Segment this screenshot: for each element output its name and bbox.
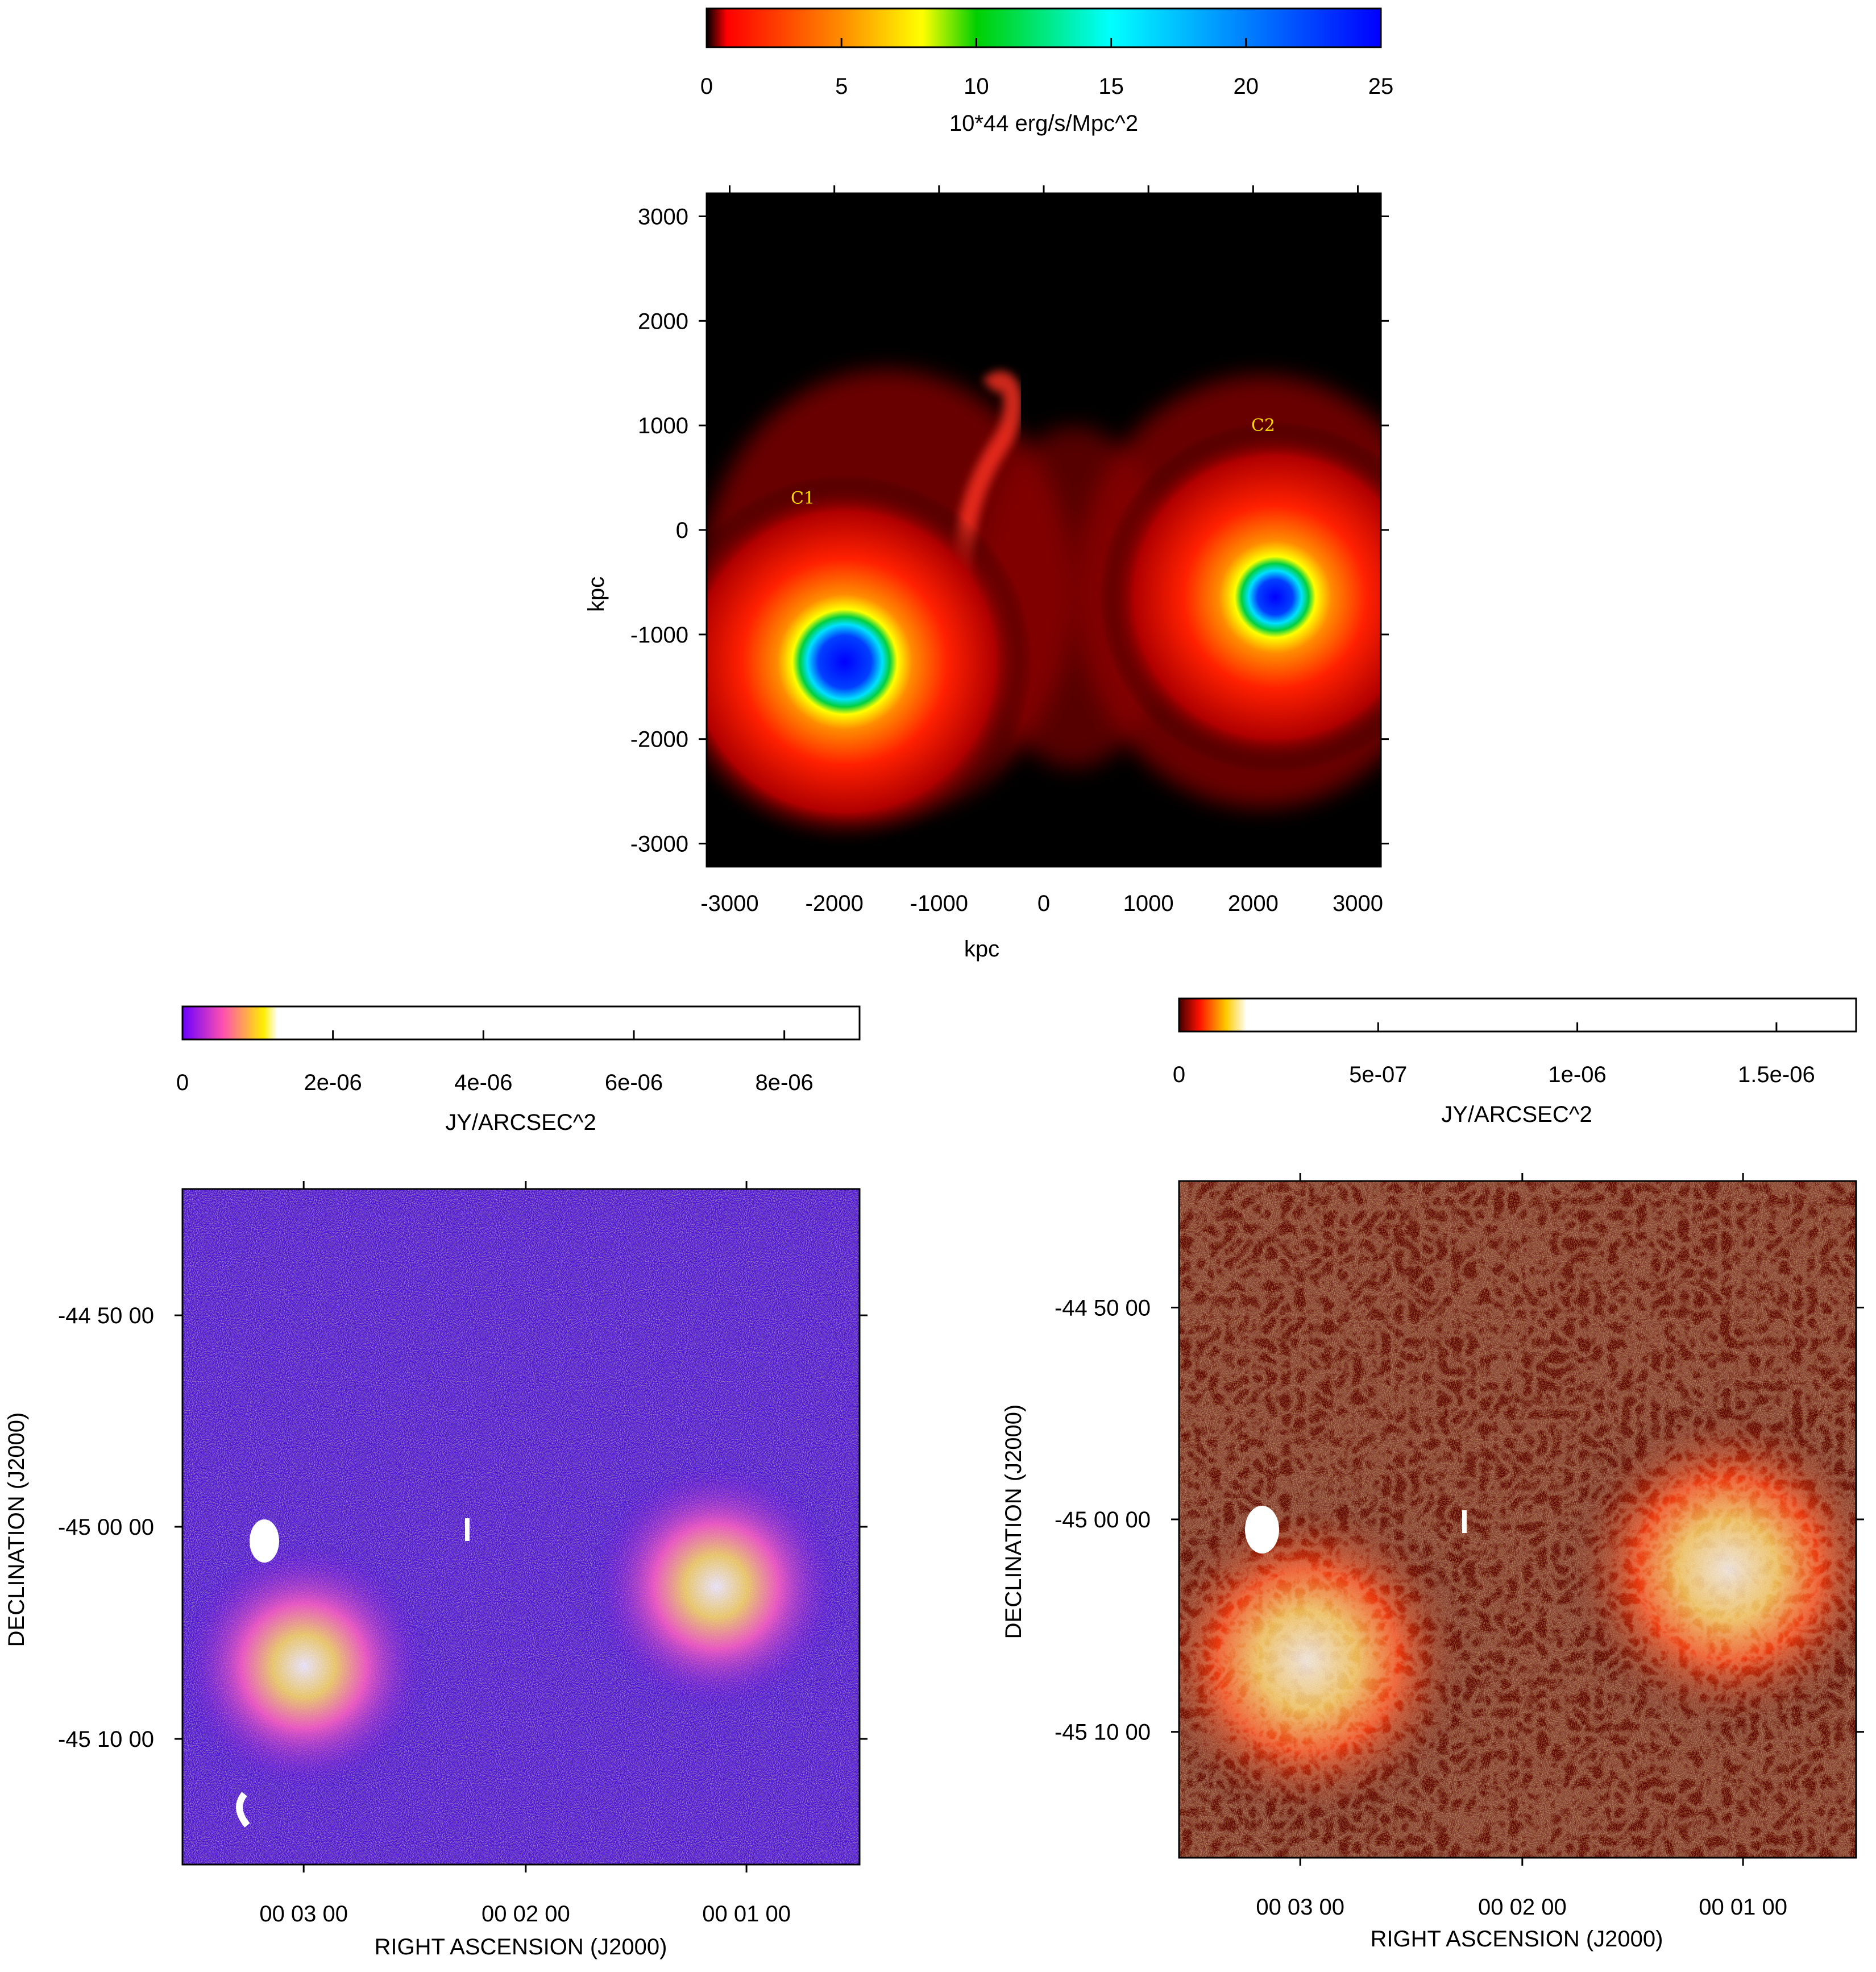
top-colorbar-ticks: 0 5 10 15 20 25 [700, 38, 1393, 99]
top-colorbar-tick-label: 15 [1098, 74, 1124, 99]
bottom-right-axes: 00 03 00 00 02 00 00 01 00 -44 50 00 -45 00 … [1055, 1173, 1864, 1920]
bottom-left-x-axis-label: RIGHT ASCENSION (J2000) [375, 1934, 667, 1959]
top-colorbar-tick-label: 10 [964, 74, 989, 99]
cluster-c1-core [707, 474, 1032, 850]
bottom-left-y-tick-label: -45 10 00 [58, 1727, 154, 1752]
top-x-tick-label: 0 [1037, 891, 1050, 916]
bottom-left-colorbar-tick-label: 0 [176, 1070, 189, 1095]
bottom-left-colorbar-label: JY/ARCSEC^2 [445, 1110, 596, 1135]
top-y-axis-label: kpc [584, 577, 609, 612]
bottom-right-colorbar-tick-label: 5e-07 [1349, 1062, 1407, 1087]
bottom-left-colorbar-tick-label: 8e-06 [756, 1070, 814, 1095]
top-axes: -3000 -2000 -1000 0 1000 2000 3000 3000 2000 1000… [630, 185, 1389, 916]
bottom-left-colorbar-ticks: 0 2e-06 4e-06 6e-06 8e-06 [176, 1030, 814, 1095]
bottom-right-filaments [1179, 1181, 1856, 1858]
annotation-c2: C2 [1251, 416, 1275, 436]
top-colorbar-tick-label: 25 [1368, 74, 1394, 99]
top-colorbar-tick-label: 5 [835, 74, 848, 99]
top-x-axis-label: kpc [964, 937, 999, 962]
bottom-left-y-tick-label: -45 00 00 [58, 1515, 154, 1540]
bottom-right-x-tick-label: 00 03 00 [1256, 1895, 1344, 1920]
top-colorbar-label: 10*44 erg/s/Mpc^2 [949, 111, 1138, 136]
top-y-tick-label: 3000 [638, 204, 688, 229]
top-x-tick-label: -3000 [700, 891, 758, 916]
bottom-right-colorbar: 0 5e-07 1e-06 1.5e-06 JY/ARCSEC^2 [1173, 997, 1857, 1127]
bottom-right-x-tick-label: 00 01 00 [1699, 1895, 1787, 1920]
bottom-left-x-tick-label: 00 03 00 [259, 1901, 348, 1927]
bottom-right-x-axis-label: RIGHT ASCENSION (J2000) [1371, 1927, 1663, 1952]
bottom-right-y-tick-label: -45 00 00 [1055, 1507, 1151, 1532]
top-colorbar-strip [705, 7, 1382, 48]
bottom-right-colorbar-tick-label: 1e-06 [1548, 1062, 1606, 1087]
bottom-right-image: 00 03 00 00 02 00 00 01 00 -44 50 00 -45 00 … [1001, 1173, 1864, 1952]
bottom-left-colorbar-tick-label: 4e-06 [454, 1070, 512, 1095]
top-x-tick-label: -1000 [910, 891, 968, 916]
top-x-tick-label: 3000 [1333, 891, 1383, 916]
bottom-right-y-tick-label: -45 10 00 [1055, 1720, 1151, 1745]
bottom-left-x-tick-label: 00 02 00 [482, 1901, 570, 1927]
top-y-tick-label: 0 [676, 518, 688, 543]
top-colorbar: 0 5 10 15 20 25 10*44 erg/s/Mpc^2 [700, 7, 1393, 136]
bottom-left-halo-west [182, 1541, 429, 1791]
top-y-tick-label: -2000 [630, 727, 688, 752]
bottom-left-colorbar-tick-label: 2e-06 [304, 1070, 362, 1095]
top-image: C1 C2 -3000 -2000 -1000 0 1000 2000 3000 3000 20… [584, 185, 1389, 962]
top-colorbar-tick-label: 20 [1234, 74, 1259, 99]
top-y-tick-label: -3000 [630, 832, 688, 857]
top-y-tick-label: 2000 [638, 309, 688, 334]
bottom-right-point-source [1245, 1506, 1279, 1553]
bottom-left-compact-source [465, 1518, 470, 1541]
bottom-right-colorbar-ticks: 0 5e-07 1e-06 1.5e-06 [1173, 1022, 1815, 1087]
bottom-right-colorbar-tick-label: 1.5e-06 [1738, 1062, 1815, 1087]
bottom-right-colorbar-tick-label: 0 [1173, 1062, 1185, 1087]
bottom-left-image: 00 03 00 00 02 00 00 01 00 -44 50 00 -45 00 … [4, 1181, 868, 1959]
bottom-right-colorbar-strip [1178, 997, 1857, 1033]
annotation-c1: C1 [791, 488, 815, 508]
top-y-tick-label: 1000 [638, 413, 688, 438]
top-x-tick-label: 2000 [1228, 891, 1279, 916]
cluster-c2-core [1099, 421, 1381, 773]
bottom-left-colorbar-tick-label: 6e-06 [605, 1070, 663, 1095]
bottom-right-colorbar-label: JY/ARCSEC^2 [1441, 1102, 1592, 1127]
bottom-left-arc-source [236, 1792, 250, 1828]
bottom-left-point-source [250, 1519, 279, 1563]
top-y-tick-label: -1000 [630, 623, 688, 648]
top-colorbar-tick-label: 0 [700, 74, 713, 99]
bottom-left-x-tick-label: 00 01 00 [702, 1901, 791, 1927]
bottom-left-y-axis-label: DECLINATION (J2000) [4, 1412, 29, 1647]
bottom-right-y-tick-label: -44 50 00 [1055, 1296, 1151, 1321]
bottom-left-colorbar-strip [181, 1005, 861, 1041]
bottom-right-x-tick-label: 00 02 00 [1478, 1895, 1567, 1920]
top-x-tick-label: 1000 [1123, 891, 1174, 916]
bottom-left-y-tick-label: -44 50 00 [58, 1303, 154, 1328]
bottom-left-colorbar: 0 2e-06 4e-06 6e-06 8e-06 JY/ARCSEC^2 [176, 1005, 861, 1135]
top-x-tick-label: -2000 [806, 891, 864, 916]
bottom-right-compact-source [1462, 1510, 1467, 1533]
bottom-left-halo-east [591, 1461, 841, 1712]
bottom-right-y-axis-label: DECLINATION (J2000) [1001, 1405, 1026, 1639]
bottom-left-axes: 00 03 00 00 02 00 00 01 00 -44 50 00 -45 00 … [58, 1181, 868, 1927]
